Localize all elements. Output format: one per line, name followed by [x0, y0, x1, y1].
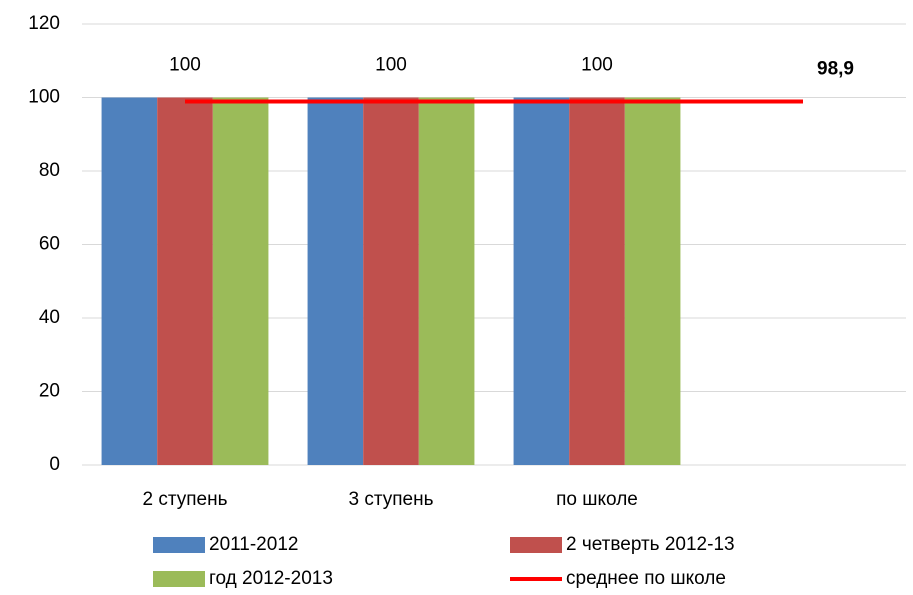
- y-tick-label: 60: [39, 234, 60, 255]
- bar: [513, 97, 570, 465]
- bar: [418, 97, 475, 465]
- bar: [212, 97, 269, 465]
- legend-swatch: [510, 537, 562, 553]
- legend-swatch: [153, 571, 205, 587]
- bar: [307, 97, 364, 465]
- x-tick-label: 3 ступень: [348, 489, 433, 510]
- bar: [157, 97, 213, 465]
- bar: [363, 97, 419, 465]
- y-tick-label: 100: [28, 87, 60, 108]
- bar: [101, 97, 158, 465]
- data-label: 98,9: [817, 59, 854, 80]
- legend-label: год 2012-2013: [209, 568, 333, 589]
- data-label: 100: [169, 55, 201, 76]
- y-tick-label: 40: [39, 307, 60, 328]
- data-label: 100: [581, 55, 613, 76]
- bar: [569, 97, 625, 465]
- legend-swatch: [153, 537, 205, 553]
- y-tick-label: 20: [39, 381, 60, 402]
- legend-label: 2011-2012: [209, 534, 298, 555]
- y-tick-label: 120: [28, 13, 60, 34]
- legend-label: 2 четверть 2012-13: [566, 534, 735, 555]
- data-label: 100: [375, 55, 407, 76]
- legend-label: среднее по школе: [566, 568, 726, 589]
- y-tick-label: 0: [49, 454, 60, 475]
- x-tick-label: по школе: [556, 489, 638, 510]
- x-tick-label: 2 ступень: [142, 489, 227, 510]
- y-tick-label: 80: [39, 160, 60, 181]
- bar: [624, 97, 681, 465]
